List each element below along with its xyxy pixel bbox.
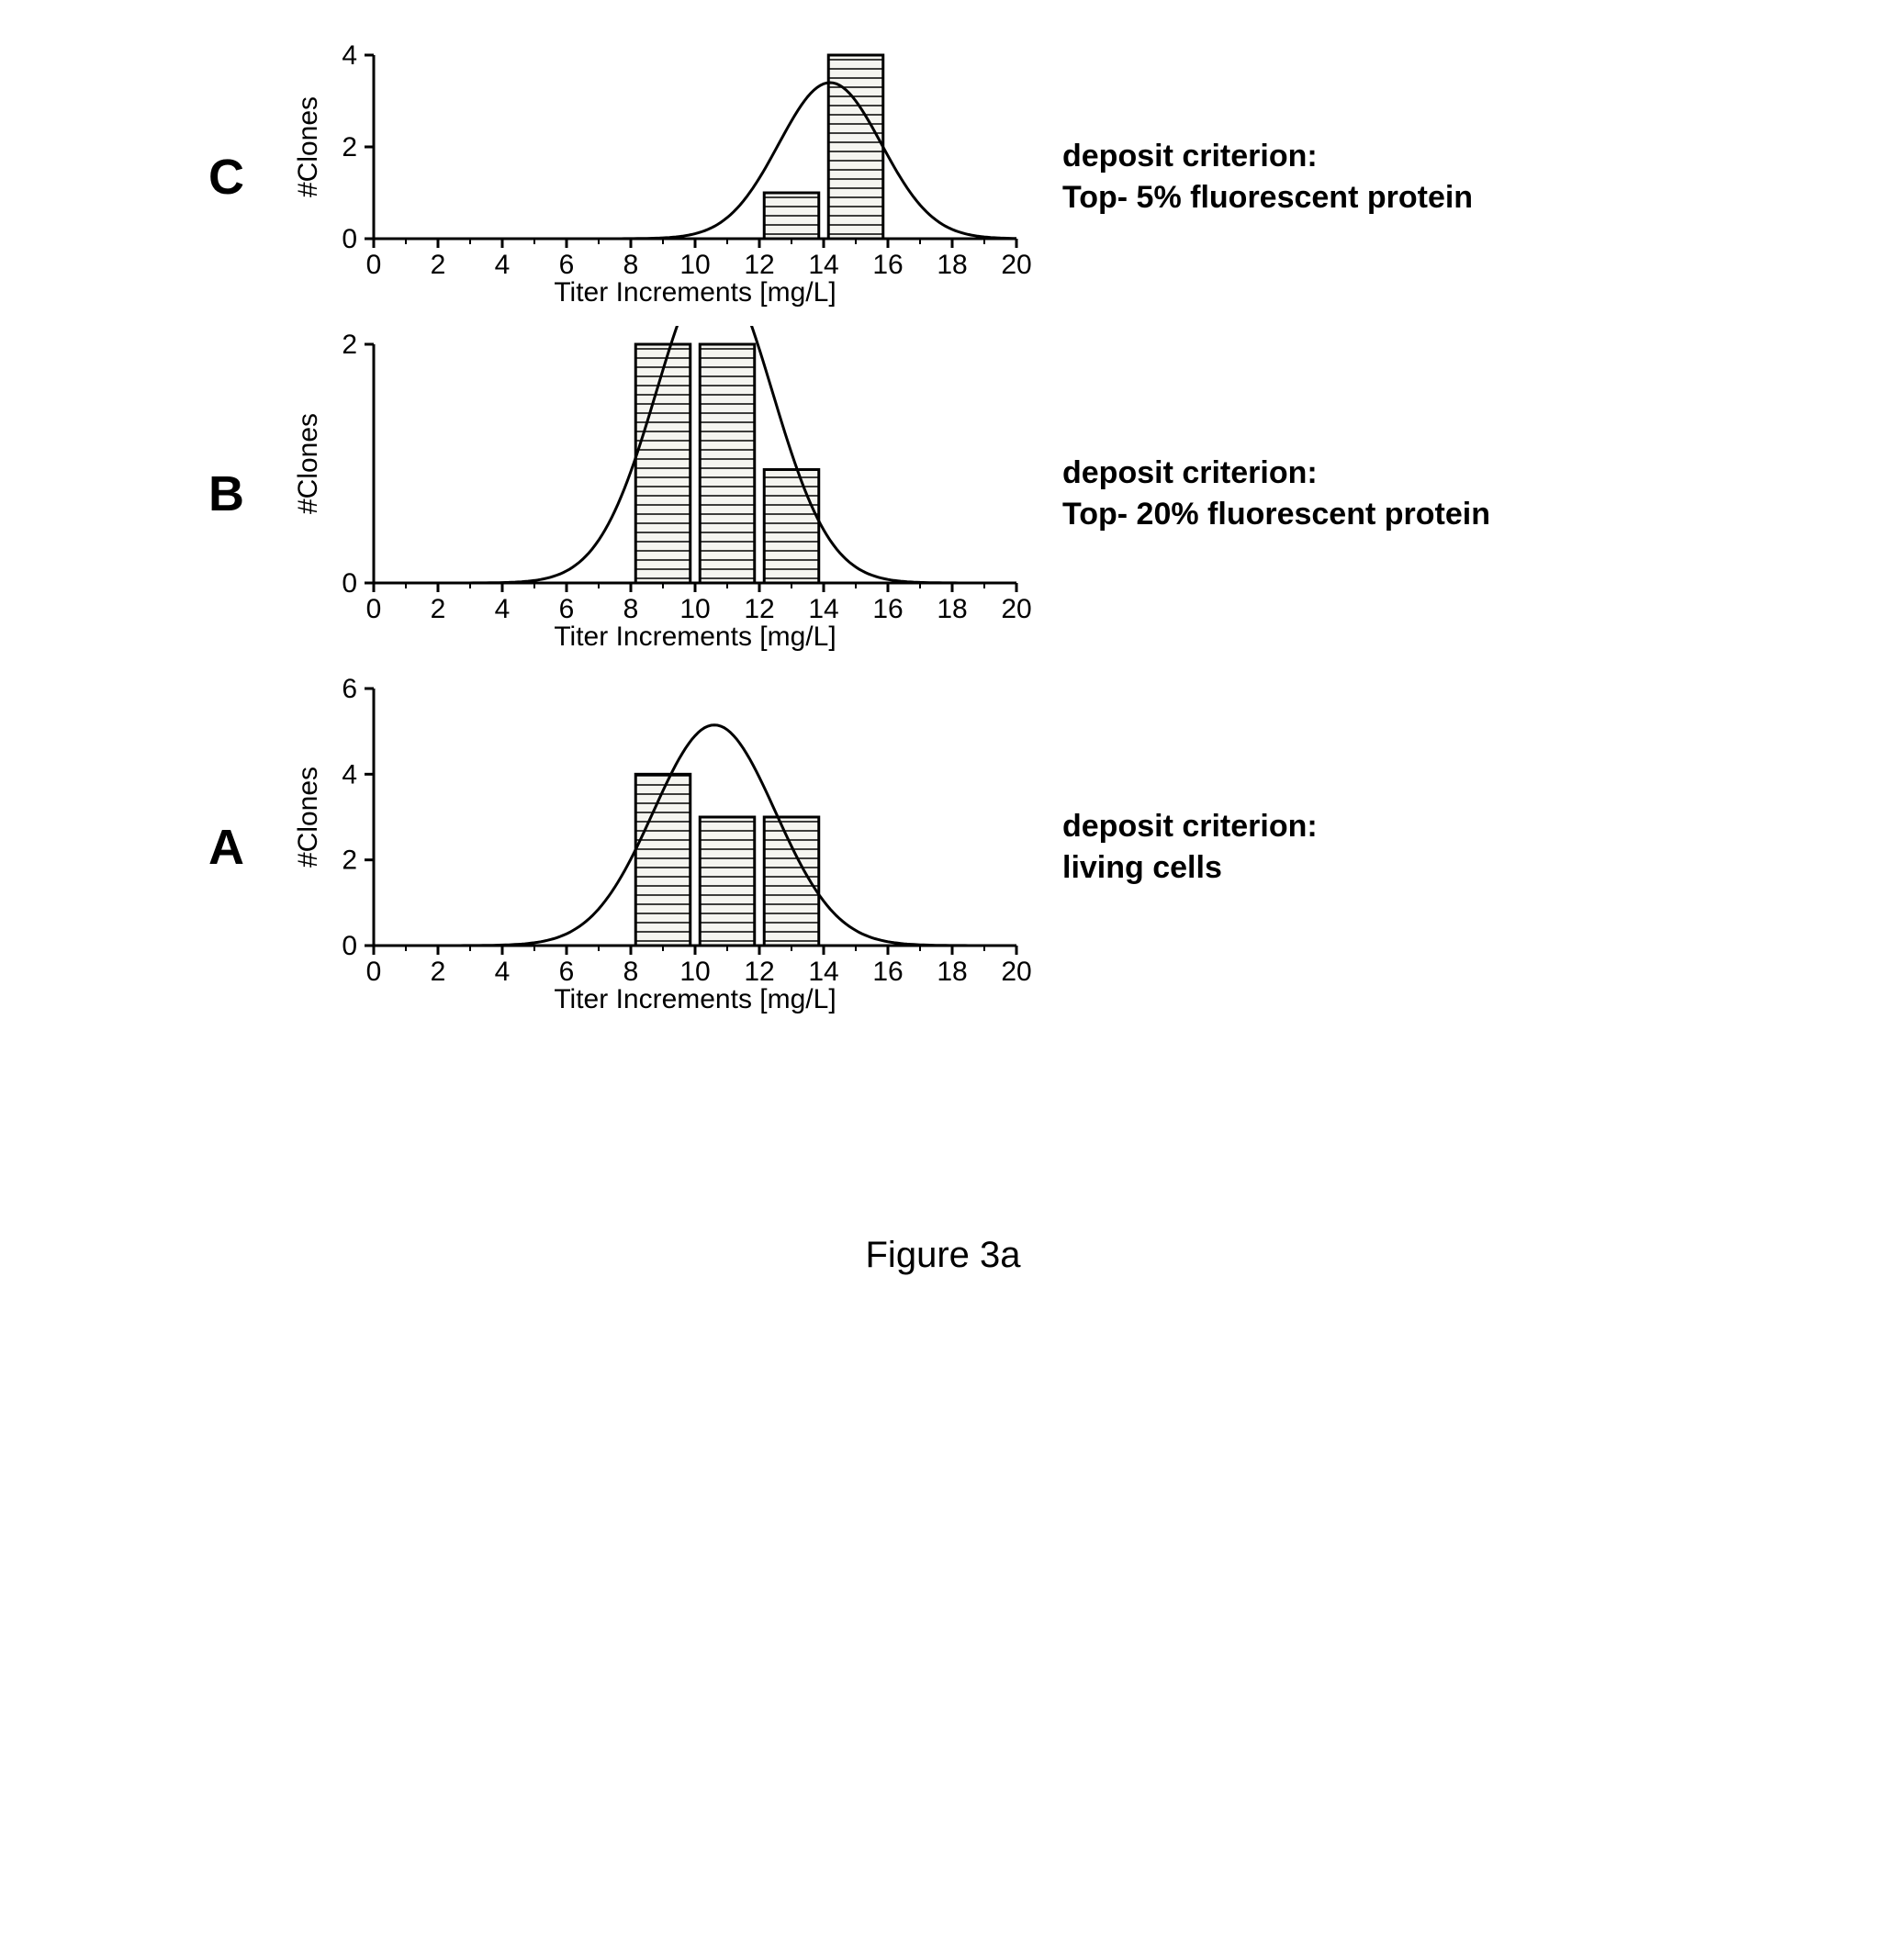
- y-tick-label: 4: [342, 759, 357, 790]
- bar: [635, 774, 690, 946]
- panel-letter: B: [208, 465, 282, 522]
- distribution-curve: [374, 326, 1016, 583]
- distribution-curve: [374, 725, 1016, 946]
- x-tick-label: 0: [366, 250, 382, 280]
- panel-row-C: C 0 2 4 6 8 10 12 14 16 18 20 0 2 4 Titer Increments [m…: [208, 37, 1678, 317]
- bar: [635, 344, 690, 583]
- x-tick-label: 6: [559, 594, 575, 624]
- annotation-line: Top- 5% fluorescent protein: [1062, 177, 1678, 218]
- x-tick-label: 0: [366, 957, 382, 987]
- panel-row-B: B 0 2 4 6 8 10 12 14 16 18 20 0 2 Titer Increments [mg…: [208, 326, 1678, 661]
- x-tick-label: 10: [679, 594, 710, 624]
- chart-C: 0 2 4 6 8 10 12 14 16 18 20 0 2 4 Titer Increments [mg…: [282, 37, 1035, 312]
- panel-annotation: deposit criterion:Top- 20% fluorescent p…: [1035, 453, 1678, 533]
- y-axis-label: #Clones: [293, 413, 323, 514]
- annotation-line: Top- 20% fluorescent protein: [1062, 494, 1678, 534]
- chart-A: 024681012141618200246Titer Increments [m…: [282, 670, 1035, 1019]
- x-tick-label: 16: [872, 957, 903, 987]
- bar: [764, 193, 819, 239]
- y-tick-label: 0: [342, 224, 357, 254]
- panel-chart-wrap: 0 2 4 6 8 10 12 14 16 18 20 0 2 4 Titer Increments [mg…: [282, 37, 1035, 317]
- panel-annotation: deposit criterion:Top- 5% fluorescent pr…: [1035, 136, 1678, 217]
- x-tick-label: 0: [366, 594, 382, 624]
- x-tick-label: 18: [937, 250, 967, 280]
- x-tick-label: 16: [872, 250, 903, 280]
- x-tick-label: 8: [623, 250, 639, 280]
- y-tick-label: 6: [342, 674, 357, 704]
- x-tick-label: 6: [559, 250, 575, 280]
- x-tick-label: 14: [808, 594, 838, 624]
- x-tick-label: 20: [1001, 250, 1031, 280]
- y-tick-label: 2: [342, 132, 357, 162]
- figure-caption: Figure 3a: [208, 1235, 1678, 1276]
- y-tick-label: 0: [342, 568, 357, 599]
- x-tick-label: 14: [808, 250, 838, 280]
- bar: [700, 344, 755, 583]
- panel-letter: C: [208, 149, 282, 206]
- panel-annotation: deposit criterion:living cells: [1035, 806, 1678, 887]
- x-tick-label: 12: [744, 957, 774, 987]
- x-tick-label: 18: [937, 594, 967, 624]
- y-tick-label: 4: [342, 40, 357, 71]
- y-tick-label: 2: [342, 846, 357, 876]
- x-tick-label: 14: [808, 957, 838, 987]
- annotation-line: deposit criterion:: [1062, 136, 1678, 176]
- x-tick-label: 10: [679, 957, 710, 987]
- y-tick-label: 2: [342, 330, 357, 360]
- x-tick-label: 6: [559, 957, 575, 987]
- x-tick-label: 18: [937, 957, 967, 987]
- y-tick-label: 0: [342, 931, 357, 961]
- x-tick-label: 20: [1001, 594, 1031, 624]
- x-tick-label: 20: [1001, 957, 1031, 987]
- x-tick-label: 10: [679, 250, 710, 280]
- x-tick-label: 12: [744, 594, 774, 624]
- x-tick-label: 2: [431, 957, 446, 987]
- figure-container: C02468101214161820024Titer Increments [m…: [208, 37, 1678, 1276]
- x-axis-label: Titer Increments [mg/L]: [554, 622, 836, 652]
- x-tick-label: 8: [623, 594, 639, 624]
- bar: [700, 817, 755, 946]
- y-axis-label: #Clones: [293, 96, 323, 197]
- annotation-line: deposit criterion:: [1062, 806, 1678, 846]
- x-tick-label: 12: [744, 250, 774, 280]
- panel-row-A: A024681012141618200246Titer Increments […: [208, 670, 1678, 1024]
- panel-chart-wrap: 024681012141618200246Titer Increments [m…: [282, 670, 1035, 1024]
- panels-area: C02468101214161820024Titer Increments [m…: [208, 37, 1678, 1024]
- bar: [764, 470, 819, 584]
- annotation-line: deposit criterion:: [1062, 453, 1678, 493]
- chart-B: 0 2 4 6 8 10 12 14 16 18 20 0 2 Titer Increments [mg/…: [282, 326, 1035, 656]
- annotation-line: living cells: [1062, 847, 1678, 888]
- x-tick-label: 4: [495, 594, 511, 624]
- x-tick-label: 4: [495, 957, 511, 987]
- x-tick-label: 8: [623, 957, 639, 987]
- panel-letter: A: [208, 819, 282, 876]
- x-axis-label: Titer Increments [mg/L]: [554, 277, 836, 308]
- distribution-curve: [374, 83, 1016, 239]
- x-axis-label: Titer Increments [mg/L]: [554, 984, 836, 1014]
- x-tick-label: 4: [495, 250, 511, 280]
- y-axis-label: #Clones: [293, 767, 323, 868]
- x-tick-label: 16: [872, 594, 903, 624]
- x-tick-label: 2: [431, 594, 446, 624]
- panel-chart-wrap: 0 2 4 6 8 10 12 14 16 18 20 0 2 Titer Increments [mg/…: [282, 326, 1035, 661]
- x-tick-label: 2: [431, 250, 446, 280]
